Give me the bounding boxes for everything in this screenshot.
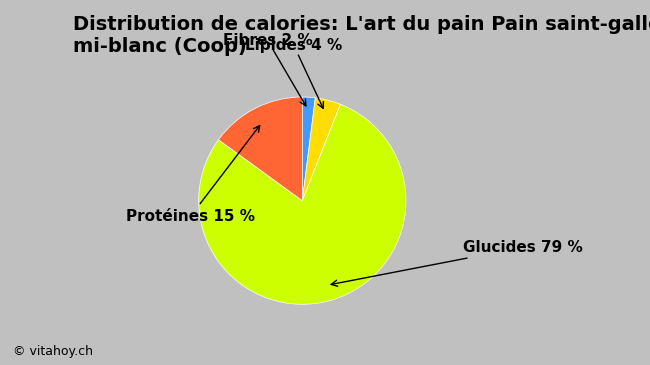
Text: Protéines 15 %: Protéines 15 % bbox=[126, 126, 260, 224]
Text: Glucides 79 %: Glucides 79 % bbox=[331, 240, 583, 286]
Wedge shape bbox=[302, 97, 315, 201]
Text: © vitahoy.ch: © vitahoy.ch bbox=[13, 345, 93, 358]
Text: Distribution de calories: L'art du pain Pain saint-gallois
mi-blanc (Coop): Distribution de calories: L'art du pain … bbox=[73, 15, 650, 56]
Wedge shape bbox=[199, 104, 406, 304]
Wedge shape bbox=[218, 97, 302, 201]
Wedge shape bbox=[302, 98, 341, 201]
Text: Lipides 4 %: Lipides 4 % bbox=[245, 38, 343, 108]
Text: Fibres 2 %: Fibres 2 % bbox=[223, 33, 313, 106]
